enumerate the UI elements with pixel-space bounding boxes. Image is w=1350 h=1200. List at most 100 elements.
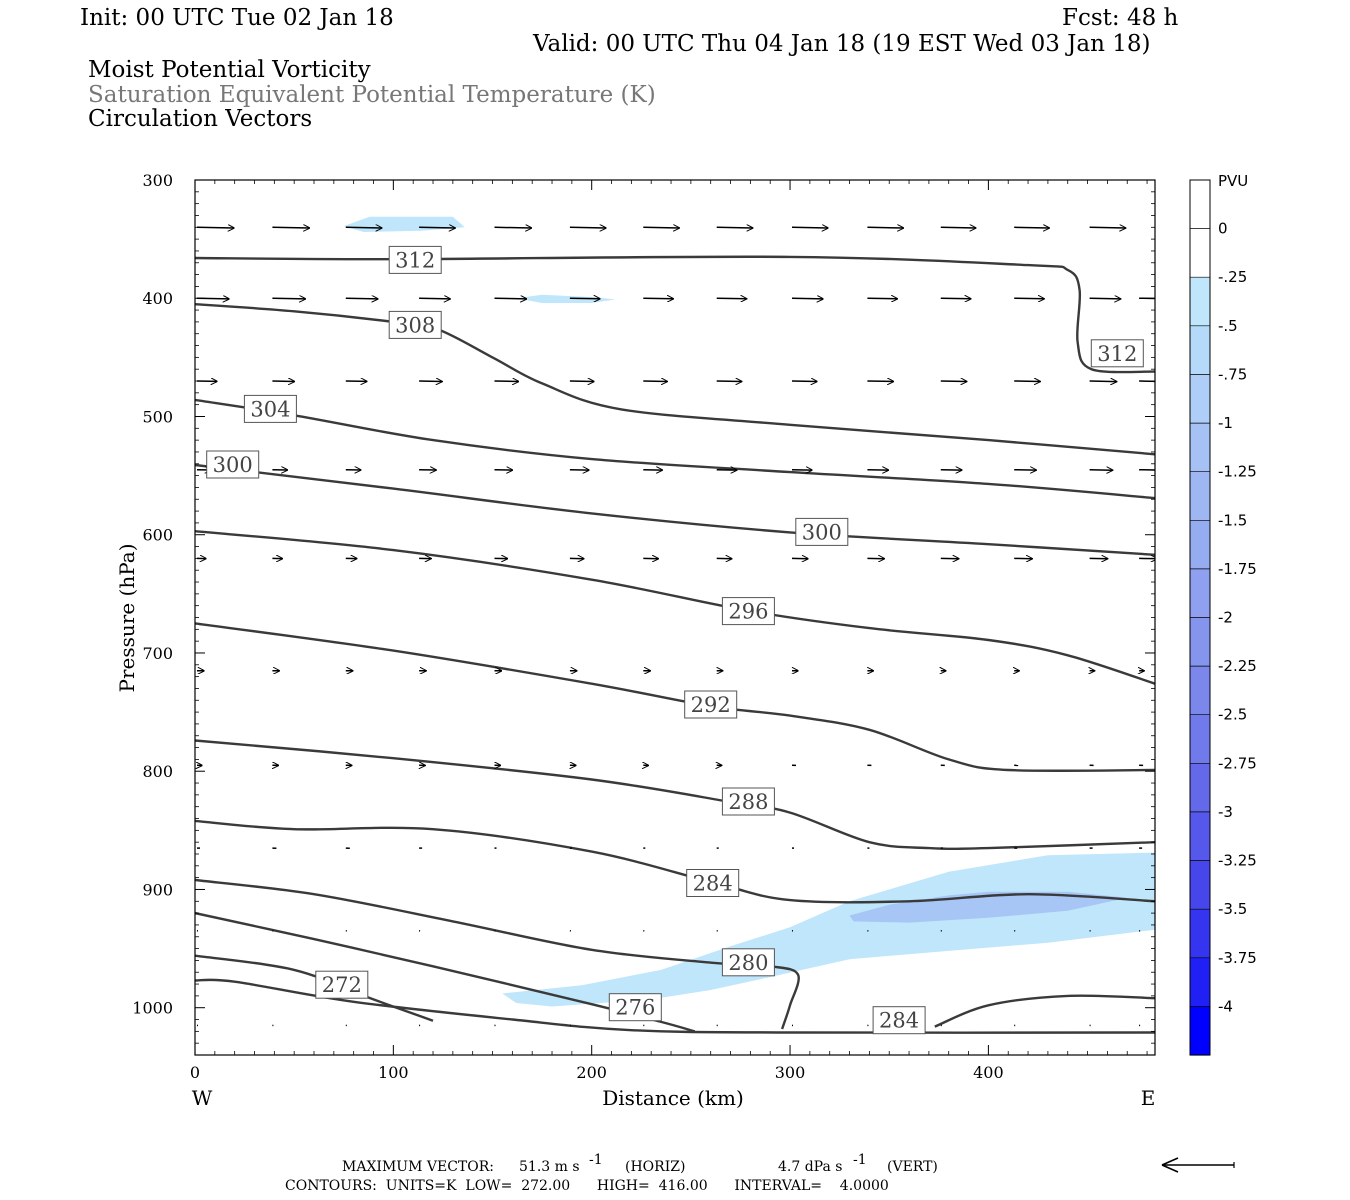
init-time: Init: 00 UTC Tue 02 Jan 18 [80, 5, 394, 31]
circulation-vector [643, 227, 679, 228]
contour-label-284: 284 [872, 1006, 926, 1035]
contour-label-304: 304 [243, 394, 297, 423]
colorbar-label: -.5 [1218, 317, 1238, 335]
contour-label-288: 288 [721, 787, 775, 816]
pv-region-1 [516, 294, 616, 303]
colorbar-label: -1.5 [1218, 511, 1247, 529]
colorbar-label: -2.75 [1218, 754, 1257, 772]
colorbar-swatch [1190, 180, 1210, 230]
colorbar-label: -3.5 [1218, 900, 1247, 918]
contour-label-280: 280 [721, 948, 775, 977]
colorbar-swatch [1190, 666, 1210, 716]
colorbar-label: -.75 [1218, 365, 1247, 383]
x-tick-label: 300 [775, 1063, 806, 1082]
theta-es-contour-304 [195, 398, 1155, 500]
contour-label-276: 276 [608, 993, 662, 1022]
contour-label-text: 288 [728, 790, 768, 814]
colorbar-swatch [1190, 909, 1210, 959]
contour-label-text: 292 [691, 693, 731, 717]
circulation-vector [1014, 381, 1040, 382]
colorbar-title: PVU [1218, 172, 1248, 190]
circulation-vector [569, 381, 594, 382]
y-tick-label: 400 [142, 289, 173, 308]
contour-label-text: 284 [879, 1009, 919, 1033]
x-tick-label: 100 [378, 1063, 409, 1082]
circulation-vector [867, 298, 897, 299]
colorbar-label: -.25 [1218, 268, 1247, 286]
field-title-theta-es: Saturation Equivalent Potential Temperat… [88, 82, 656, 108]
theta-es-contour-272 [195, 954, 434, 1022]
contour-label-300: 300 [206, 450, 260, 479]
circulation-vector [419, 227, 455, 228]
x-axis-title: Distance (km) [602, 1086, 744, 1110]
circulation-vector [1014, 227, 1049, 228]
circulation-vector [196, 227, 234, 228]
colorbar-swatch [1190, 568, 1210, 619]
max-vector-label: MAXIMUM VECTOR: [342, 1159, 494, 1175]
max-horiz-value: 51.3 m s [519, 1159, 580, 1175]
plot-area: 312 312 308 304 300 300 296 292 288 284 280 284 276 2… [195, 216, 1155, 1035]
colorbar-label: -2 [1218, 609, 1233, 627]
colorbar-swatch [1190, 520, 1210, 570]
plot-contents [195, 216, 1155, 1034]
circulation-vector [272, 298, 305, 299]
colorbar-label: -2.5 [1218, 706, 1247, 724]
pv-region-0 [343, 216, 465, 232]
contour-label-296: 296 [721, 597, 775, 626]
circulation-vector [569, 227, 606, 228]
pv-region-3 [849, 891, 1128, 923]
theta-es-contour-280 [195, 878, 800, 1030]
max-horiz-tag: (HORIZ) [625, 1159, 685, 1175]
circulation-vector [940, 227, 976, 228]
circulation-vector [1089, 381, 1117, 382]
circulation-vector [494, 227, 532, 228]
circulation-vector [272, 227, 309, 228]
colorbar-swatch [1190, 957, 1210, 1007]
theta-es-contour-308 [195, 303, 1155, 456]
axes: 300 400 500 600 700 800 900 1000 0 100 200 300 400 [132, 171, 1156, 1082]
circulation-vector [940, 298, 971, 299]
y-tick-label: 500 [142, 408, 173, 427]
contour-label-text: 312 [1097, 342, 1137, 366]
circulation-vector [494, 298, 527, 299]
circulation-vector [1089, 470, 1113, 471]
colorbar-swatch [1190, 374, 1210, 424]
x-end-label-east: E [1141, 1086, 1156, 1110]
colorbar-swatch [1190, 228, 1210, 278]
circulation-vector [716, 227, 753, 228]
x-tick-label: 200 [576, 1063, 607, 1082]
colorbar-label: -2.25 [1218, 657, 1257, 675]
colorbar-label: -3.25 [1218, 852, 1257, 870]
theta-es-contour-312 [195, 255, 1155, 374]
colorbar-swatch [1190, 763, 1210, 813]
circulation-vector [1014, 298, 1044, 299]
valid-time: Valid: 00 UTC Thu 04 Jan 18 (19 EST Wed … [532, 31, 1150, 57]
contour-label-272: 272 [315, 970, 369, 999]
contour-label-text: 304 [250, 397, 290, 421]
circulation-vector [494, 381, 519, 382]
field-title-pv: Moist Potential Vorticity [88, 57, 371, 83]
colorbar-swatch [1190, 811, 1210, 862]
circulation-vector [643, 298, 673, 299]
forecast-hour: Fcst: 48 h [1062, 5, 1179, 31]
contour-label-text: 300 [213, 453, 253, 477]
theta-es-contour-300 [195, 463, 1155, 556]
y-tick-label: 900 [142, 881, 173, 900]
colorbar-label: -3 [1218, 803, 1233, 821]
contour-label-text: 284 [693, 872, 733, 896]
circulation-vector [345, 227, 382, 228]
theta-es-contour-276 [195, 911, 696, 1033]
circulation-vector [1139, 468, 1155, 471]
circulation-vector [940, 381, 967, 382]
circulation-vector [791, 381, 817, 382]
colorbar: PVU 0 -.25 -.5 -.75 -1 -1.25 -1.5 -1.75 -2 -2.25 -2… [1189, 172, 1257, 1056]
colorbar-label: -4 [1218, 997, 1233, 1015]
circulation-vector [1089, 298, 1121, 299]
circulation-vector [716, 381, 742, 382]
theta-es-contour-292 [195, 622, 1155, 772]
contour-label-312: 312 [1090, 339, 1144, 368]
colorbar-swatch [1190, 423, 1210, 473]
x-end-label-west: W [192, 1086, 213, 1110]
colorbar-label: -1.25 [1218, 463, 1257, 481]
